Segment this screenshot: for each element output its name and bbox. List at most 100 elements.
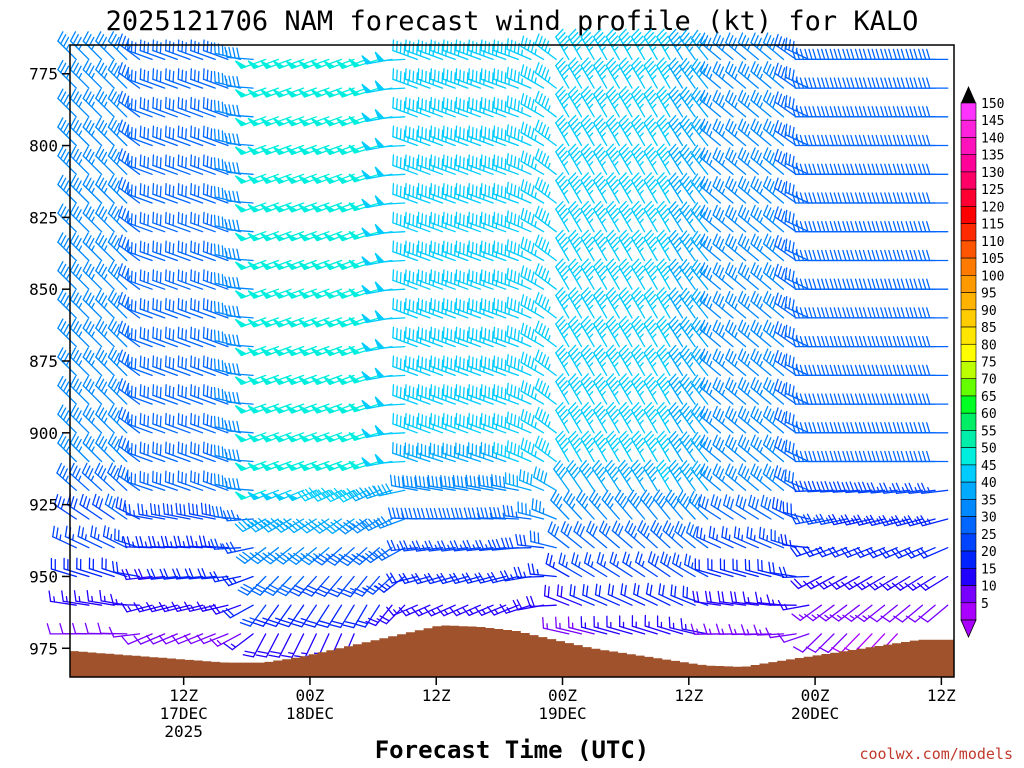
wind-barb — [224, 362, 254, 377]
wind-barb — [107, 174, 128, 204]
wind-barb — [414, 475, 444, 491]
wind-barb — [127, 297, 153, 319]
wind-barb — [82, 59, 103, 89]
wind-barb — [164, 384, 191, 405]
plot-area — [46, 28, 955, 678]
wind-barb — [139, 154, 166, 175]
wind-barb — [69, 347, 90, 377]
colorbar-swatch — [960, 292, 977, 311]
wind-barb — [124, 503, 153, 520]
wind-barb — [250, 575, 280, 596]
wind-barb — [442, 240, 469, 262]
wind-barb — [82, 203, 103, 233]
wind-barb — [417, 68, 444, 89]
wind-barb — [429, 442, 456, 463]
wind-barb — [95, 318, 115, 348]
y-tick-label: 900 — [29, 424, 58, 443]
wind-barb — [430, 384, 456, 405]
wind-barb — [442, 442, 469, 463]
wind-barb — [329, 604, 355, 629]
wind-barb — [263, 575, 292, 596]
wind-barb — [417, 240, 444, 262]
wind-barb — [190, 269, 216, 290]
wind-barb — [274, 547, 305, 565]
wind-barb — [52, 525, 77, 549]
wind-barb — [127, 125, 153, 147]
wind-barb — [127, 68, 153, 89]
wind-barb — [325, 547, 355, 566]
wind-barb — [455, 384, 482, 405]
wind-barb — [480, 384, 507, 405]
wind-barb — [417, 96, 444, 118]
wind-barb — [152, 183, 178, 204]
colorbar-swatch — [960, 447, 977, 466]
wind-barb — [127, 384, 153, 405]
wind-barb — [392, 412, 418, 434]
wind-barb — [127, 96, 153, 118]
wind-barb — [50, 557, 77, 578]
wind-barb — [468, 183, 494, 204]
colorbar-swatch — [960, 275, 977, 293]
wind-barb — [61, 590, 90, 606]
x-tick-label: 2025 — [164, 722, 203, 741]
wind-barb — [374, 367, 406, 378]
wind-barb — [374, 396, 406, 407]
colorbar-swatch — [960, 137, 977, 155]
wind-barb — [57, 232, 77, 262]
wind-barb — [224, 75, 254, 89]
wind-barb — [95, 232, 115, 262]
colorbar-label: 5 — [981, 597, 989, 612]
wind-barb — [177, 384, 204, 405]
wind-barb — [312, 547, 343, 566]
wind-barb — [152, 412, 178, 434]
wind-barb — [48, 590, 77, 606]
wind-barb — [107, 203, 128, 233]
wind-barb — [224, 333, 254, 348]
wind-barb — [404, 384, 431, 405]
wind-barb — [104, 493, 128, 520]
wind-barb — [392, 240, 418, 262]
wind-barb — [392, 154, 418, 175]
wind-barb — [190, 326, 216, 348]
wind-barb — [120, 602, 153, 613]
wind-barb — [417, 39, 444, 61]
colorbar-swatch — [960, 223, 977, 242]
colorbar-swatch — [960, 154, 977, 173]
wind-barb — [224, 305, 254, 319]
wind-barb — [82, 117, 103, 147]
wind-barb — [152, 96, 178, 118]
wind-barb — [190, 297, 216, 319]
wind-barb — [224, 132, 254, 147]
wind-barb — [190, 154, 216, 175]
wind-barb — [57, 174, 77, 204]
wind-barb — [158, 601, 191, 613]
wind-barb — [461, 572, 494, 584]
wind-barb — [146, 602, 178, 613]
x-tick-label: 12Z — [422, 686, 451, 705]
wind-barb — [69, 203, 90, 233]
wind-barb — [430, 68, 456, 89]
wind-barb — [224, 247, 254, 262]
wind-barb — [202, 154, 229, 175]
wind-barb — [69, 59, 90, 89]
colorbar-label: 115 — [981, 218, 1004, 233]
wind-barb — [159, 568, 191, 580]
wind-barb — [202, 297, 229, 319]
wind-barb — [468, 68, 494, 89]
wind-barb — [327, 575, 355, 598]
colorbar-swatch — [960, 481, 977, 500]
wind-barb — [57, 404, 77, 434]
x-tick-label: 18DEC — [286, 704, 334, 723]
wind-barb — [480, 269, 507, 290]
wind-barb — [237, 575, 267, 596]
wind-barb — [404, 154, 431, 175]
wind-barb — [127, 441, 153, 463]
wind-barb — [202, 355, 229, 377]
wind-barb — [389, 474, 418, 491]
x-axis-label: Forecast Time (UTC) — [375, 736, 650, 764]
wind-barb — [461, 604, 494, 617]
x-tick-label: 20DEC — [791, 704, 839, 723]
wind-barb — [152, 269, 178, 290]
wind-barb — [82, 88, 103, 118]
wind-barb — [107, 117, 128, 147]
